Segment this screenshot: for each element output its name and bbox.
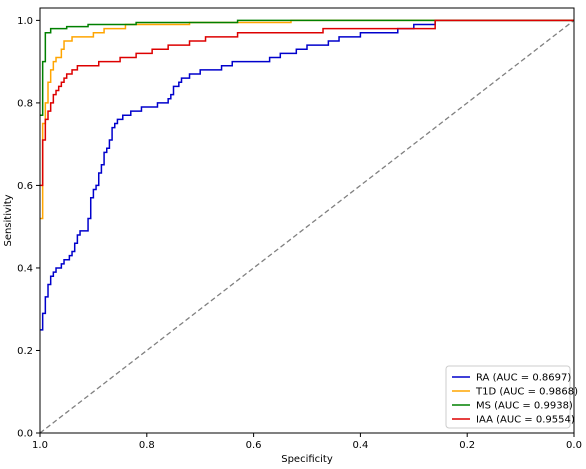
y-tick-label: 0.4 [17, 263, 33, 274]
y-tick-label: 0.6 [17, 181, 33, 192]
x-tick-label: 0.4 [352, 440, 368, 451]
legend-box [445, 365, 571, 429]
x-tick-label: 0.6 [246, 440, 262, 451]
legend-entry-iaa: IAA (AUC = 0.9554) [476, 415, 575, 426]
roc-curve-iaa [40, 19, 574, 187]
chance-diagonal-line [39, 19, 575, 434]
x-axis-ticks: 1.0 0.8 0.6 0.4 0.2 0.0 [32, 433, 582, 451]
x-tick-label: 0.2 [459, 440, 475, 451]
y-axis-ticks: 0.0 0.2 0.4 0.6 0.8 1.0 [17, 16, 40, 440]
roc-curve-ms [40, 19, 574, 117]
legend-entry-t1d: T1D (AUC = 0.9868) [475, 387, 578, 398]
y-tick-label: 0.8 [17, 98, 33, 109]
plot-frame [39, 7, 575, 434]
legend: RA (AUC = 0.8697) T1D (AUC = 0.9868) MS … [445, 365, 578, 429]
x-tick-label: 0.8 [139, 440, 155, 451]
x-tick-label: 1.0 [32, 440, 48, 451]
legend-entry-ra: RA (AUC = 0.8697) [476, 373, 571, 384]
series-layer [40, 19, 574, 331]
x-axis-label: Specificity [281, 454, 333, 465]
x-tick-label: 0.0 [566, 440, 582, 451]
y-axis-label: Sensitivity [3, 194, 14, 246]
y-tick-label: 0.0 [17, 429, 33, 440]
legend-entry-ms: MS (AUC = 0.9938) [476, 401, 573, 412]
y-tick-label: 1.0 [17, 16, 33, 27]
roc-curve-ra [40, 19, 574, 331]
diagonal-layer [39, 19, 575, 434]
y-tick-label: 0.2 [17, 346, 33, 357]
